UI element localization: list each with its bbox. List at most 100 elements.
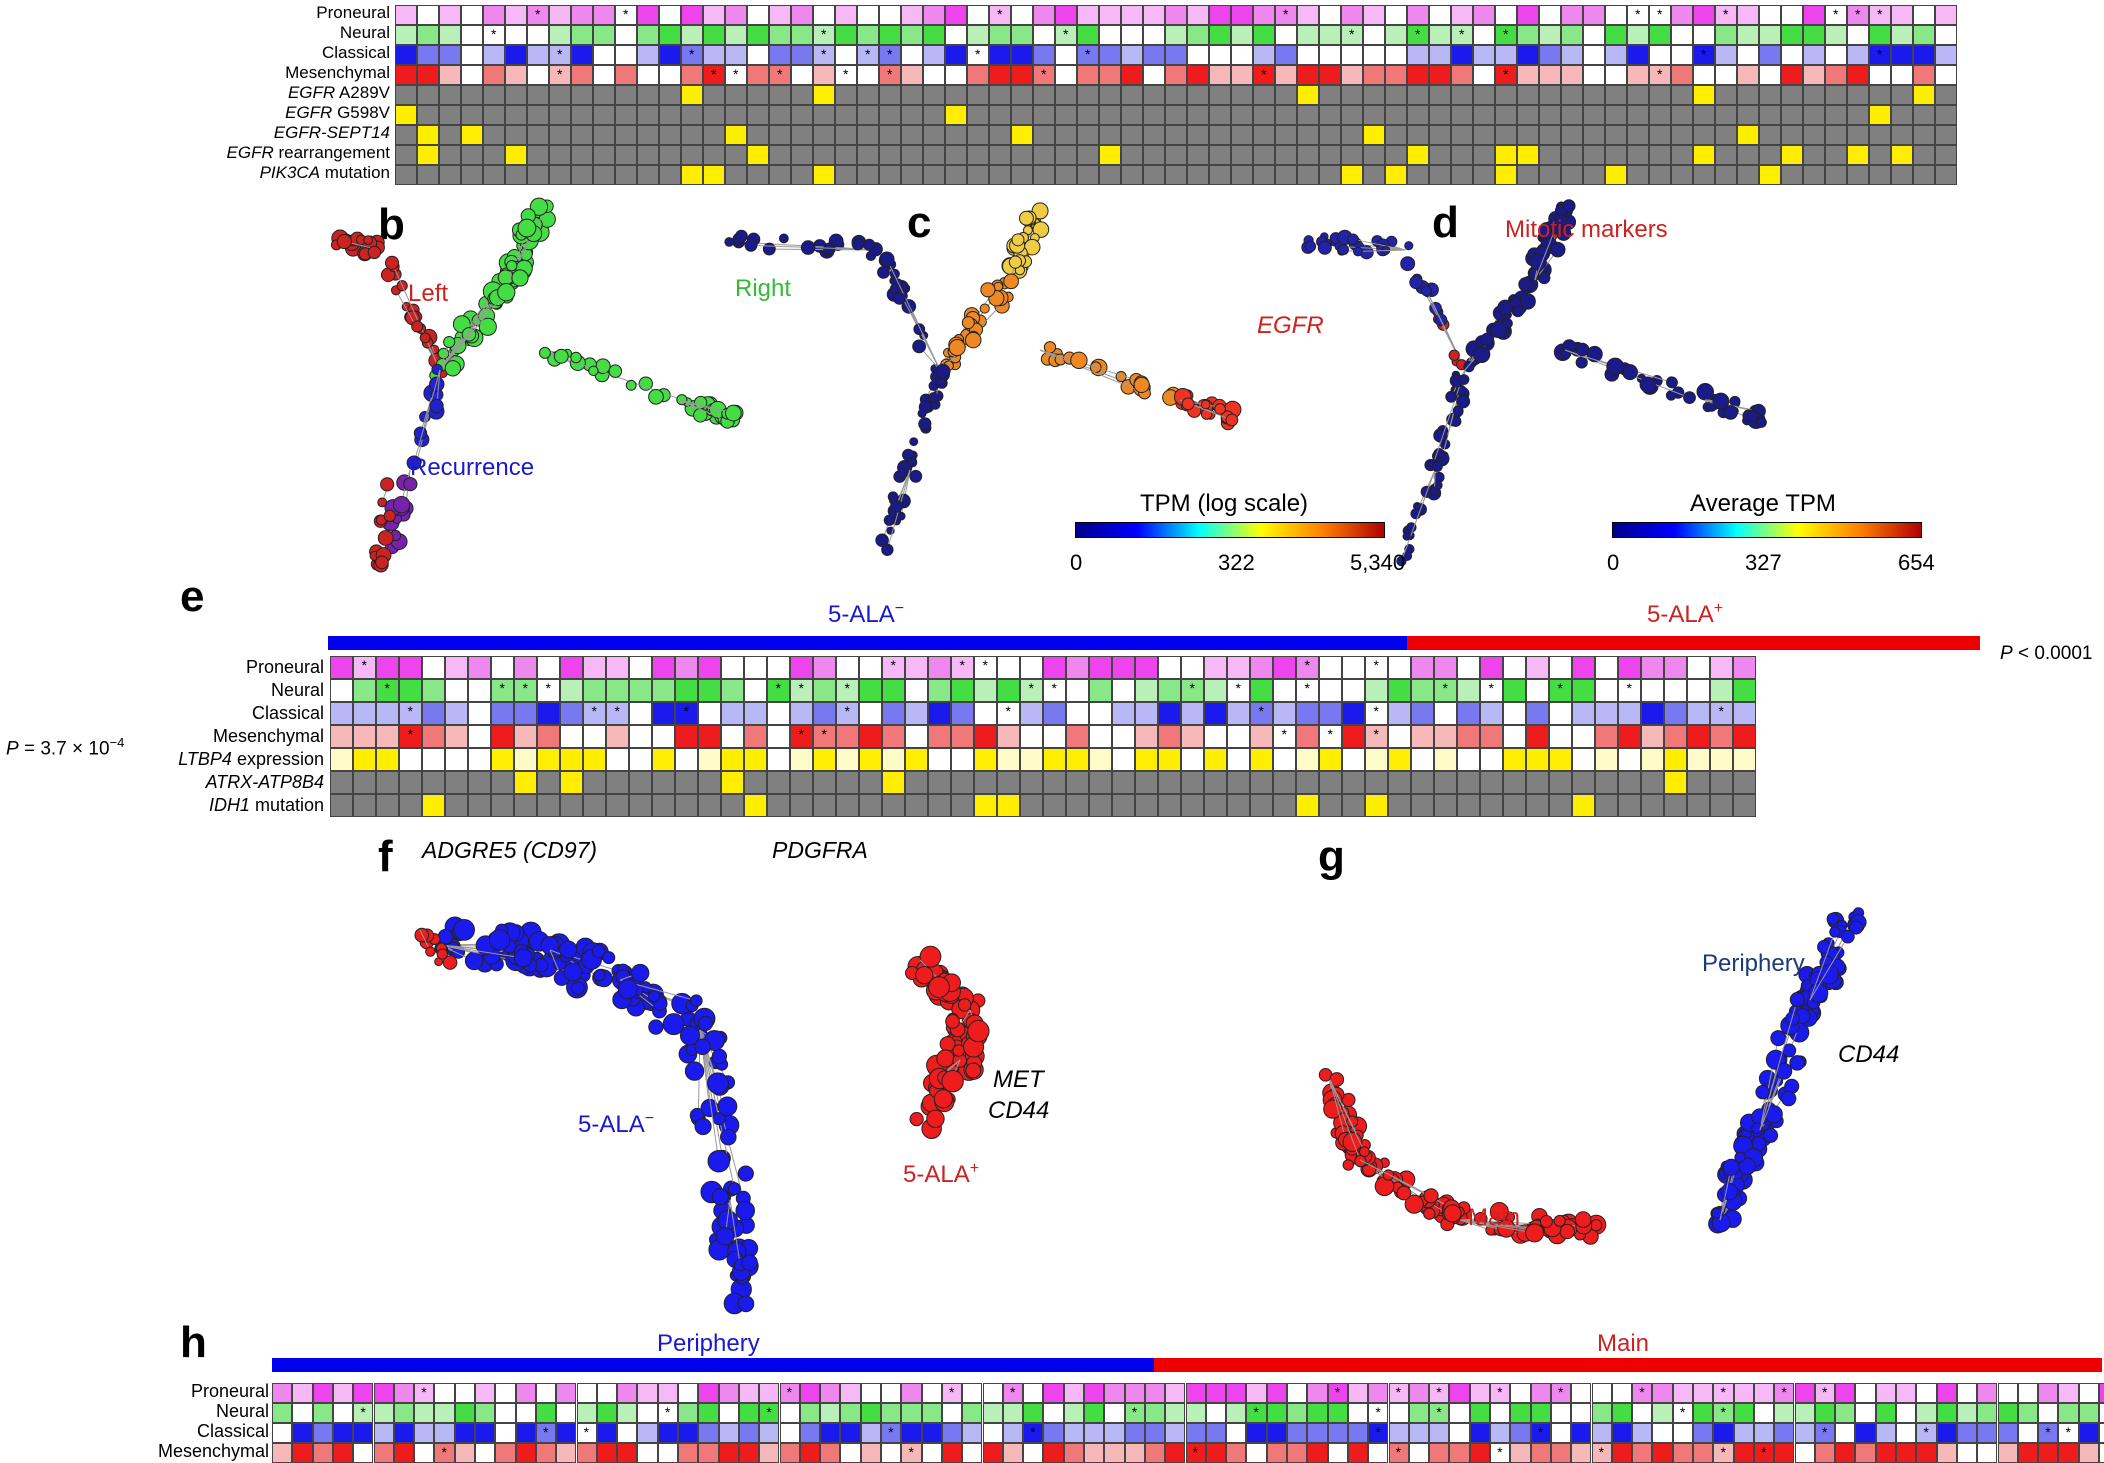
heatmap-cell: *	[779, 1383, 800, 1403]
heatmap-cell	[1287, 1423, 1308, 1443]
heatmap-cell	[747, 5, 769, 25]
heatmap-cell	[527, 25, 549, 45]
heatmap-cell: *	[1185, 1443, 1206, 1463]
heatmap-cell	[1227, 771, 1250, 794]
heatmap-cell	[928, 771, 951, 794]
network-node	[1317, 240, 1332, 255]
network-node	[444, 360, 462, 377]
network-node	[419, 332, 431, 344]
heatmap-a: * * * * * * * * * * * * * * * * * * * * * * * * * * * * * * * * * * * *	[395, 5, 1957, 185]
heatmap-cell	[1002, 1423, 1024, 1443]
heatmap-cell	[399, 771, 422, 794]
heatmap-cell	[556, 1383, 577, 1403]
heatmap-cell	[1429, 25, 1451, 45]
heatmap-cell	[721, 702, 744, 725]
network-node	[945, 1014, 960, 1029]
heatmap-cell	[445, 794, 468, 817]
heatmap-cell	[941, 1443, 963, 1463]
network-node	[948, 339, 966, 357]
heatmap-cell	[974, 794, 997, 817]
heatmap-cell	[1916, 1403, 1937, 1423]
heatmap-cell	[1205, 1383, 1227, 1403]
heatmap-cell	[1227, 748, 1250, 771]
heatmap-cell	[373, 1423, 394, 1443]
heatmap-cell	[836, 794, 859, 817]
heatmap-cell	[1875, 1423, 1896, 1443]
heatmap-cell: *	[1869, 5, 1891, 25]
heatmap-cell	[1158, 794, 1181, 817]
heatmap-cell	[1273, 794, 1296, 817]
heatmap-cell	[1891, 25, 1913, 45]
heatmap-cell: *	[813, 45, 835, 65]
network-node	[693, 408, 708, 423]
heatmap-cell	[1253, 45, 1275, 65]
heatmap-cell	[1434, 771, 1457, 794]
heatmap-cell	[629, 679, 652, 702]
network-node	[431, 363, 443, 376]
network-node	[1490, 321, 1507, 339]
network-node	[1412, 501, 1422, 511]
group-bar-5ala-neg	[328, 636, 1407, 650]
heatmap-cell	[1099, 25, 1121, 45]
heatmap-cell	[560, 679, 583, 702]
network-node	[513, 948, 533, 968]
heatmap-cell	[1936, 1423, 1957, 1443]
network-node	[896, 468, 908, 479]
heatmap-cell: *	[790, 725, 813, 748]
panel-letter-e: e	[180, 572, 205, 621]
network-node	[497, 283, 516, 302]
network-node	[1359, 1146, 1370, 1158]
heatmap-cell	[330, 679, 353, 702]
heatmap-cell	[1774, 1403, 1795, 1423]
heatmap-cell	[1429, 1443, 1450, 1463]
heatmap-cell	[1388, 679, 1411, 702]
heatmap-cell	[615, 25, 637, 45]
heatmap-cell: *	[974, 656, 997, 679]
heatmap-cell: *	[1365, 656, 1388, 679]
heatmap-cell	[921, 1443, 942, 1463]
heatmap-cell	[941, 1403, 963, 1423]
network-node	[1342, 1159, 1354, 1171]
heatmap-cell	[353, 771, 376, 794]
network-node	[912, 339, 927, 354]
heatmap-cell	[769, 45, 791, 65]
heatmap-cell	[1043, 1423, 1064, 1443]
heatmap-cell: *	[1434, 679, 1457, 702]
heatmap-cell: *	[514, 679, 537, 702]
heatmap-cell	[840, 1403, 861, 1423]
heatmap-cell	[312, 1443, 333, 1463]
heatmap-cell	[1089, 679, 1112, 702]
heatmap-cell: *	[1055, 25, 1077, 45]
heatmap-cell	[1451, 5, 1473, 25]
heatmap-cell	[859, 725, 882, 748]
heatmap-cell: *	[483, 25, 505, 45]
heatmap-cell	[1124, 1423, 1145, 1443]
heatmap-cell	[637, 1403, 658, 1423]
heatmap-cell	[1794, 1423, 1815, 1443]
network-node	[676, 394, 688, 406]
heatmap-cell	[468, 679, 491, 702]
row-label-pik3ca: PIK3CA mutation	[259, 163, 390, 182]
heatmap-cell	[859, 656, 882, 679]
heatmap-cell	[1693, 5, 1715, 25]
heatmap-cell	[376, 771, 399, 794]
heatmap-cell	[997, 748, 1020, 771]
heatmap-cell	[1457, 679, 1480, 702]
heatmap-cell	[698, 725, 721, 748]
heatmap-cell: *	[491, 679, 514, 702]
heatmap-cell: *	[1341, 25, 1363, 45]
heatmap-cell	[1733, 1383, 1754, 1403]
heatmap-cell	[1595, 702, 1618, 725]
network-node	[414, 927, 430, 943]
heatmap-cell	[1781, 5, 1803, 25]
heatmap-cell	[799, 1403, 821, 1423]
network-node	[1409, 275, 1423, 290]
heatmap-cell	[678, 1443, 699, 1463]
heatmap-cell	[1411, 771, 1434, 794]
heatmap-cell	[945, 5, 967, 25]
heatmap-cell	[698, 1443, 719, 1463]
label-recurrence: Recurrence	[410, 454, 535, 481]
network-node	[957, 998, 972, 1012]
heatmap-cell	[675, 679, 698, 702]
heatmap-cell	[1480, 656, 1503, 679]
